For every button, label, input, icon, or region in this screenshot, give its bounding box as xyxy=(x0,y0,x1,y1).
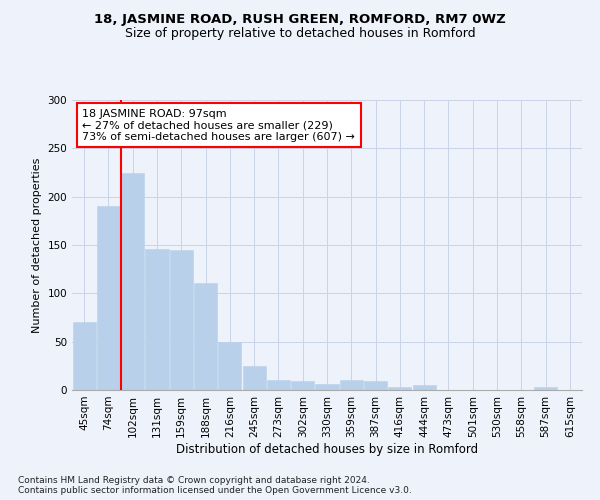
Text: 18, JASMINE ROAD, RUSH GREEN, ROMFORD, RM7 0WZ: 18, JASMINE ROAD, RUSH GREEN, ROMFORD, R… xyxy=(94,12,506,26)
Bar xyxy=(413,385,436,390)
Bar xyxy=(388,387,412,390)
Text: Contains HM Land Registry data © Crown copyright and database right 2024.
Contai: Contains HM Land Registry data © Crown c… xyxy=(18,476,412,495)
Bar xyxy=(534,387,557,390)
Bar xyxy=(364,382,387,390)
Bar xyxy=(316,384,338,390)
Bar xyxy=(97,206,120,390)
Bar xyxy=(170,250,193,390)
Text: 18 JASMINE ROAD: 97sqm
← 27% of detached houses are smaller (229)
73% of semi-de: 18 JASMINE ROAD: 97sqm ← 27% of detached… xyxy=(82,108,355,142)
Bar xyxy=(121,172,144,390)
Bar xyxy=(73,322,95,390)
Bar xyxy=(194,282,217,390)
Bar xyxy=(242,366,266,390)
Text: Size of property relative to detached houses in Romford: Size of property relative to detached ho… xyxy=(125,28,475,40)
Bar xyxy=(340,380,363,390)
Y-axis label: Number of detached properties: Number of detached properties xyxy=(32,158,42,332)
Bar xyxy=(267,380,290,390)
Bar xyxy=(291,382,314,390)
Bar xyxy=(145,249,169,390)
X-axis label: Distribution of detached houses by size in Romford: Distribution of detached houses by size … xyxy=(176,442,478,456)
Bar xyxy=(218,342,241,390)
